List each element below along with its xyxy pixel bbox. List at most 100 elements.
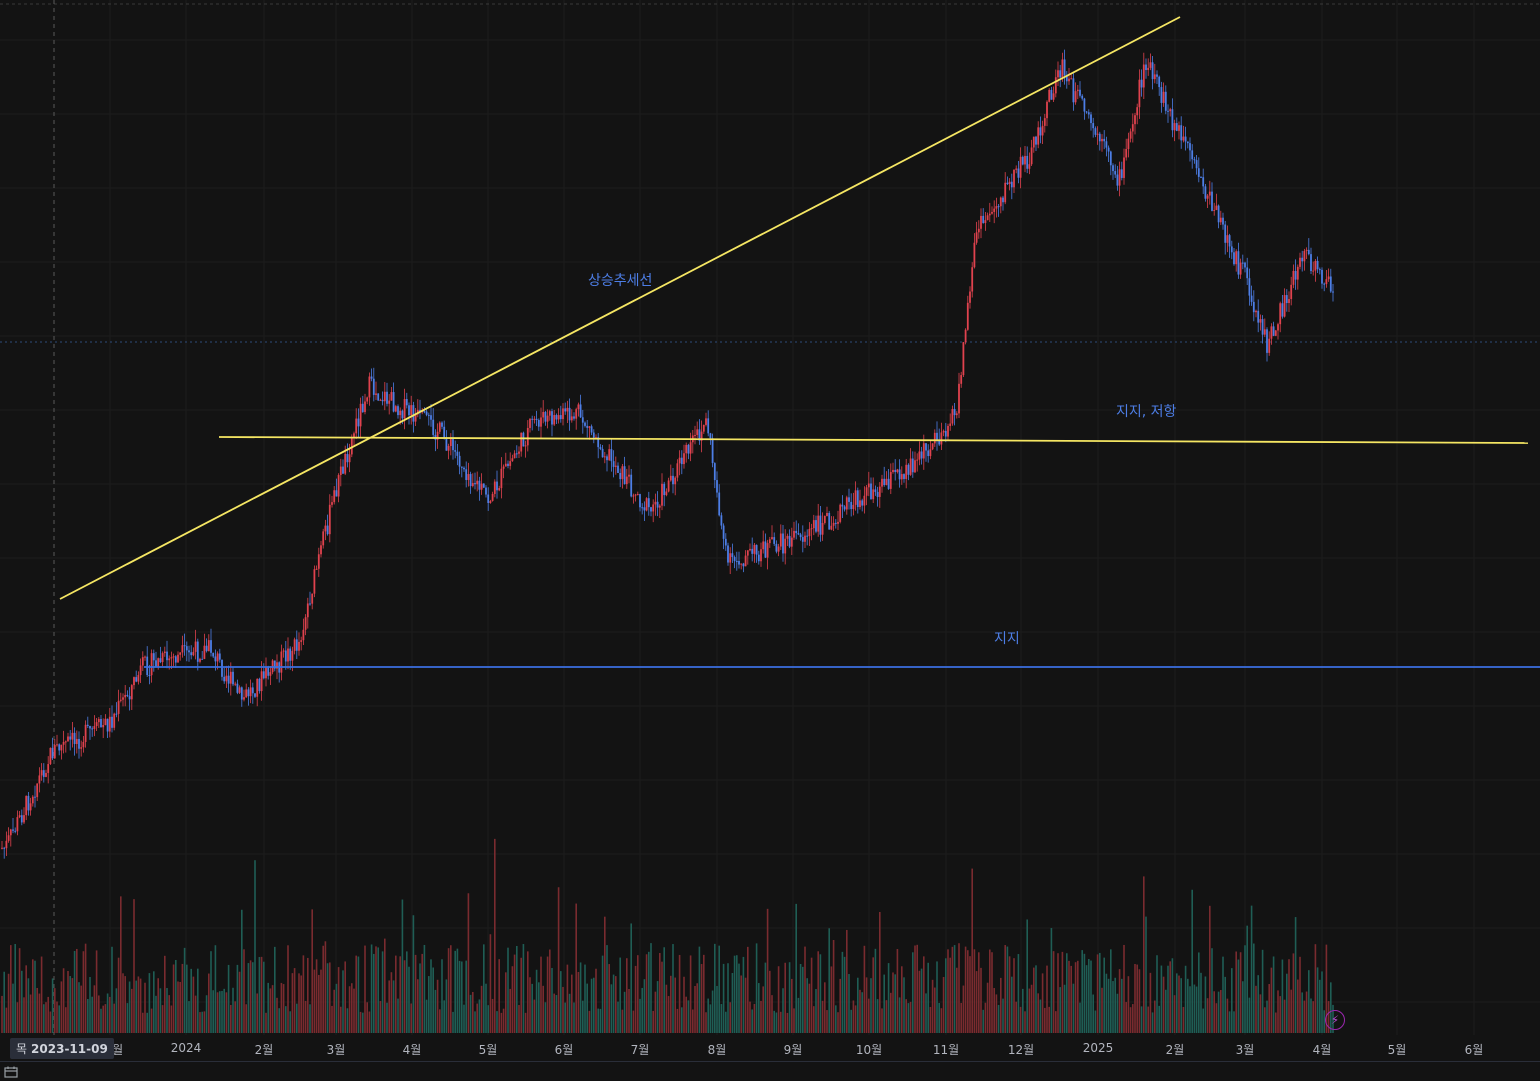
volume-bar bbox=[852, 1000, 855, 1033]
volume-bar bbox=[487, 1005, 489, 1033]
volume-bar bbox=[720, 1004, 723, 1033]
volume-bar bbox=[678, 954, 681, 1033]
volume-bar bbox=[443, 1000, 445, 1033]
volume-bar bbox=[652, 1010, 654, 1033]
candle-body bbox=[975, 232, 978, 243]
candle-body bbox=[390, 392, 393, 401]
candle-body bbox=[841, 504, 844, 507]
candle-body bbox=[564, 408, 567, 412]
volume-bar bbox=[1041, 973, 1044, 1033]
volume-bars bbox=[1, 838, 1334, 1033]
volume-bar bbox=[267, 982, 269, 1033]
candle-body bbox=[595, 437, 597, 439]
volume-bar bbox=[1044, 1007, 1046, 1033]
uptrend-line[interactable] bbox=[59, 16, 1181, 600]
volume-bar bbox=[676, 1008, 679, 1033]
volume-bar bbox=[326, 963, 329, 1033]
volume-bar bbox=[971, 868, 973, 1033]
candle-body bbox=[344, 453, 347, 474]
volume-bar bbox=[227, 964, 230, 1033]
candle-body bbox=[801, 537, 804, 542]
volume-bar bbox=[819, 954, 822, 1033]
volume-bar bbox=[788, 962, 791, 1033]
candle-body bbox=[346, 453, 349, 463]
volume-bar bbox=[265, 1012, 267, 1033]
volume-bar bbox=[544, 1002, 547, 1033]
volume-bar bbox=[1151, 1012, 1154, 1033]
candle-body bbox=[1206, 195, 1209, 199]
volume-bar bbox=[98, 995, 100, 1033]
volume-bar bbox=[1127, 976, 1130, 1033]
volume-bar bbox=[568, 993, 571, 1033]
price-chart[interactable] bbox=[0, 0, 1540, 1035]
candle-body bbox=[845, 497, 848, 510]
candle-body bbox=[1114, 171, 1117, 175]
support-resistance-line[interactable] bbox=[218, 436, 1529, 444]
volume-bar bbox=[1215, 1003, 1218, 1033]
candle-body bbox=[645, 498, 648, 511]
volume-bar bbox=[1297, 979, 1299, 1033]
volume-bar bbox=[832, 939, 835, 1033]
calendar-icon[interactable] bbox=[4, 1066, 18, 1078]
volume-bar bbox=[775, 1012, 778, 1033]
volume-bar bbox=[368, 1011, 371, 1033]
volume-bar bbox=[287, 945, 289, 1033]
candle-body bbox=[23, 815, 25, 823]
volume-bar bbox=[322, 945, 324, 1033]
volume-bar bbox=[511, 966, 514, 1033]
candle-body bbox=[1237, 251, 1240, 275]
candle-body bbox=[898, 469, 901, 480]
candle-body bbox=[1303, 250, 1306, 262]
candle-body bbox=[971, 267, 974, 292]
candle-body bbox=[405, 398, 408, 406]
candle-body bbox=[808, 528, 811, 537]
candle-body bbox=[1120, 169, 1123, 178]
volume-bar bbox=[1330, 982, 1332, 1033]
volume-bar bbox=[1191, 889, 1193, 1033]
volume-bar bbox=[839, 978, 841, 1033]
candle-body bbox=[447, 446, 450, 451]
candle-body bbox=[487, 494, 490, 504]
candle-body bbox=[1329, 276, 1332, 292]
volume-bar bbox=[538, 982, 540, 1033]
candle-body bbox=[889, 472, 892, 489]
volume-bar bbox=[758, 983, 760, 1033]
candle-body bbox=[678, 457, 681, 464]
candle-body bbox=[265, 667, 267, 679]
candle-body bbox=[1046, 101, 1048, 119]
candle-body bbox=[742, 563, 745, 567]
volume-bar bbox=[164, 955, 166, 1033]
candle-body bbox=[652, 504, 655, 512]
candle-body bbox=[997, 206, 1000, 208]
volume-bar bbox=[417, 979, 419, 1033]
candle-body bbox=[1277, 324, 1279, 331]
volume-bar bbox=[1228, 1011, 1231, 1033]
candle-body bbox=[839, 504, 842, 522]
candle-body bbox=[1217, 205, 1220, 223]
volume-bar bbox=[650, 943, 652, 1033]
candle-body bbox=[1219, 217, 1222, 223]
volume-bar bbox=[595, 968, 597, 1033]
lightning-icon[interactable]: ⚡ bbox=[1325, 1010, 1345, 1030]
volume-bar bbox=[960, 1002, 962, 1033]
volume-bar bbox=[254, 860, 256, 1033]
candle-body bbox=[460, 466, 463, 468]
volume-bar bbox=[355, 955, 357, 1033]
volume-bar bbox=[1013, 958, 1015, 1033]
volume-bar bbox=[533, 999, 536, 1033]
volume-bar bbox=[604, 916, 606, 1033]
candle-body bbox=[1090, 114, 1092, 124]
candle-body bbox=[34, 796, 36, 798]
volume-bar bbox=[711, 990, 714, 1033]
volume-bar bbox=[865, 977, 868, 1033]
candle-body bbox=[284, 650, 287, 662]
candle-body bbox=[773, 537, 776, 544]
volume-bar bbox=[375, 946, 377, 1033]
volume-bar bbox=[718, 945, 720, 1033]
volume-bar bbox=[1266, 1000, 1268, 1033]
candle-body bbox=[1142, 64, 1145, 88]
candle-body bbox=[78, 738, 80, 749]
candle-body bbox=[854, 490, 857, 505]
candle-body bbox=[190, 652, 193, 656]
candle-body bbox=[1250, 295, 1253, 302]
